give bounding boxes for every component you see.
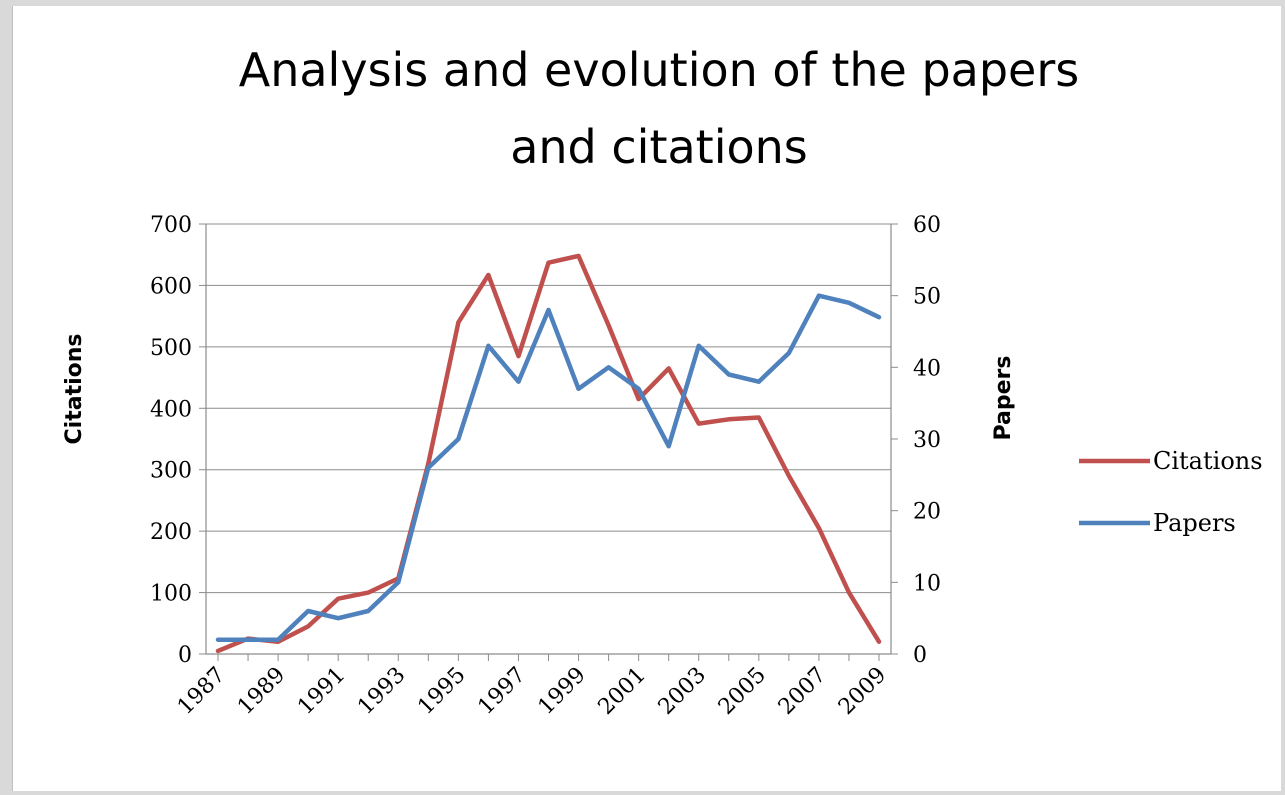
y-tick-label-left: 500 — [150, 336, 192, 361]
x-tick-label: 2003 — [654, 663, 711, 720]
x-tick-label: 1993 — [353, 663, 410, 720]
x-tick-label: 2009 — [834, 663, 891, 720]
y-tick-label-right: 50 — [913, 285, 941, 310]
y-axis-title-left: Citations — [62, 334, 87, 445]
x-tick-label: 2001 — [594, 663, 651, 720]
y-tick-label-left: 200 — [150, 520, 192, 545]
axes — [199, 223, 898, 661]
x-tick-label: 2007 — [774, 663, 831, 720]
x-tick-label: 1997 — [473, 663, 530, 720]
legend: Citations Papers — [1079, 447, 1263, 537]
gridlines — [206, 223, 891, 655]
y-tick-label-right: 40 — [913, 356, 941, 381]
x-tick-label: 2005 — [714, 663, 771, 720]
y-tick-label-right: 30 — [913, 428, 941, 453]
x-tick-label: 1987 — [173, 663, 230, 720]
chart-title-line-2: and citations — [510, 120, 808, 174]
chart-area: Analysis and evolution of the papers and… — [12, 6, 1281, 791]
y-tick-label-left: 400 — [150, 397, 192, 422]
x-tick-label: 1991 — [293, 663, 350, 720]
y-tick-label-left: 100 — [150, 582, 192, 607]
y-tick-label-left: 600 — [150, 274, 192, 299]
chart-title-line-1: Analysis and evolution of the papers — [239, 43, 1080, 97]
line-chart: Analysis and evolution of the papers and… — [62, 43, 1263, 720]
y-axis-title-right: Papers — [991, 356, 1016, 441]
x-tick-label: 1989 — [233, 663, 290, 720]
series-line-citations — [215, 253, 882, 654]
series-lines — [215, 253, 882, 654]
chart-title: Analysis and evolution of the papers and… — [239, 43, 1080, 174]
y-tick-label-right: 0 — [913, 643, 927, 668]
y-tick-label-left: 300 — [150, 459, 192, 484]
legend-label-citations: Citations — [1153, 447, 1263, 475]
y-tick-label-right: 60 — [913, 213, 941, 238]
legend-label-papers: Papers — [1153, 509, 1236, 537]
y-tick-label-right: 10 — [913, 571, 941, 596]
x-tick-label: 1995 — [413, 663, 470, 720]
y-tick-label-left: 700 — [150, 213, 192, 238]
x-tick-label: 1999 — [534, 663, 591, 720]
series-line-papers — [215, 293, 882, 642]
y-tick-label-left: 0 — [178, 643, 192, 668]
y-tick-label-right: 20 — [913, 500, 941, 525]
